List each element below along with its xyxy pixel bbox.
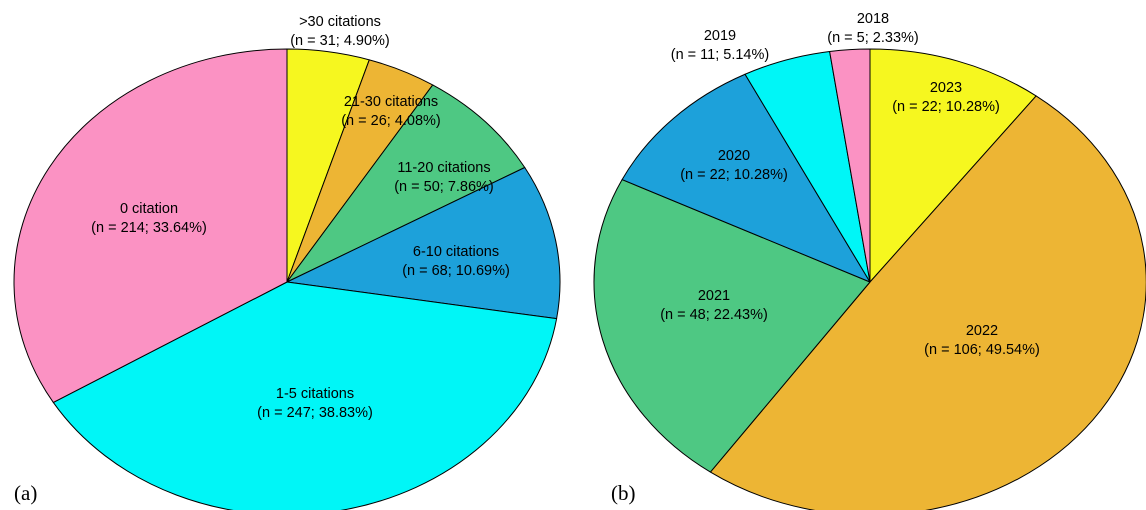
slice-label-detail: (n = 22; 10.28%): [680, 167, 788, 183]
slice-label-name: 2020: [718, 148, 750, 164]
pie-a-slice-3: [286, 167, 561, 320]
pie-b-label-3: 2020 (n = 22; 10.28%): [680, 148, 788, 183]
slice-label-detail: (n = 5; 2.33%): [827, 30, 918, 46]
pie-a-label-3: 6-10 citations (n = 68; 10.69%): [402, 244, 510, 279]
pie-a-slice-5: [13, 48, 288, 403]
slice-label-detail: (n = 247; 38.83%): [257, 405, 373, 421]
slice-label-name: 1-5 citations: [276, 386, 354, 402]
slice-label-detail: (n = 26; 4.08%): [341, 113, 441, 129]
pie-a-label-5: 0 citation (n = 214; 33.64%): [91, 201, 207, 236]
pie-a-slice-4: [52, 281, 558, 510]
slice-label-name: 2019: [704, 28, 736, 44]
slice-label-name: 6-10 citations: [413, 244, 499, 260]
slice-label-name: 2023: [930, 80, 962, 96]
pie-b-label-1: 2022 (n = 106; 49.54%): [924, 323, 1040, 358]
slice-label-name: 0 citation: [120, 201, 178, 217]
pie-b-slice-5: [829, 48, 871, 283]
pie-b-label-2: 2021 (n = 48; 22.43%): [660, 288, 768, 323]
pie-a-label-2: 11-20 citations (n = 50; 7.86%): [394, 160, 494, 195]
pie-b-slice-2: [593, 179, 871, 473]
pie-chart-b: 2023 (n = 22; 10.28%) 2022 (n = 106; 49.54%…: [593, 11, 1146, 510]
slice-label-name: 2021: [698, 288, 730, 304]
pie-chart-a: >30 citations (n = 31; 4.90%) 21-30 citati…: [13, 14, 561, 510]
panel-label-b: (b): [611, 481, 636, 505]
slice-label-detail: (n = 31; 4.90%): [290, 33, 390, 49]
slice-label-name: >30 citations: [299, 14, 381, 30]
slice-label-detail: (n = 48; 22.43%): [660, 307, 768, 323]
pie-b-slice-3: [621, 73, 871, 283]
pie-b-label-0: 2023 (n = 22; 10.28%): [892, 80, 1000, 115]
slice-label-name: 2022: [966, 323, 998, 339]
pie-b-slice-0: [869, 48, 1037, 283]
slice-label-detail: (n = 106; 49.54%): [924, 342, 1040, 358]
slice-label-detail: (n = 68; 10.69%): [402, 263, 510, 279]
slice-label-name: 21-30 citations: [344, 94, 438, 110]
pie-b-slice-1: [709, 95, 1146, 510]
slice-label-detail: (n = 11; 5.14%): [671, 47, 769, 63]
panel-label-a: (a): [14, 481, 37, 505]
slice-label-name: 2018: [857, 11, 889, 27]
slice-label-detail: (n = 22; 10.28%): [892, 99, 1000, 115]
pie-a-label-4: 1-5 citations (n = 247; 38.83%): [257, 386, 373, 421]
pie-b-label-5: 2018 (n = 5; 2.33%): [827, 11, 918, 46]
pie-a-label-0: >30 citations (n = 31; 4.90%): [290, 14, 390, 49]
slice-label-detail: (n = 214; 33.64%): [91, 220, 207, 236]
slice-label-detail: (n = 50; 7.86%): [394, 179, 494, 195]
slice-label-name: 11-20 citations: [397, 160, 490, 176]
pie-b-label-4: 2019 (n = 11; 5.14%): [671, 28, 769, 63]
pie-a-slice-2: [286, 84, 526, 283]
pie-a-label-1: 21-30 citations (n = 26; 4.08%): [341, 94, 441, 129]
